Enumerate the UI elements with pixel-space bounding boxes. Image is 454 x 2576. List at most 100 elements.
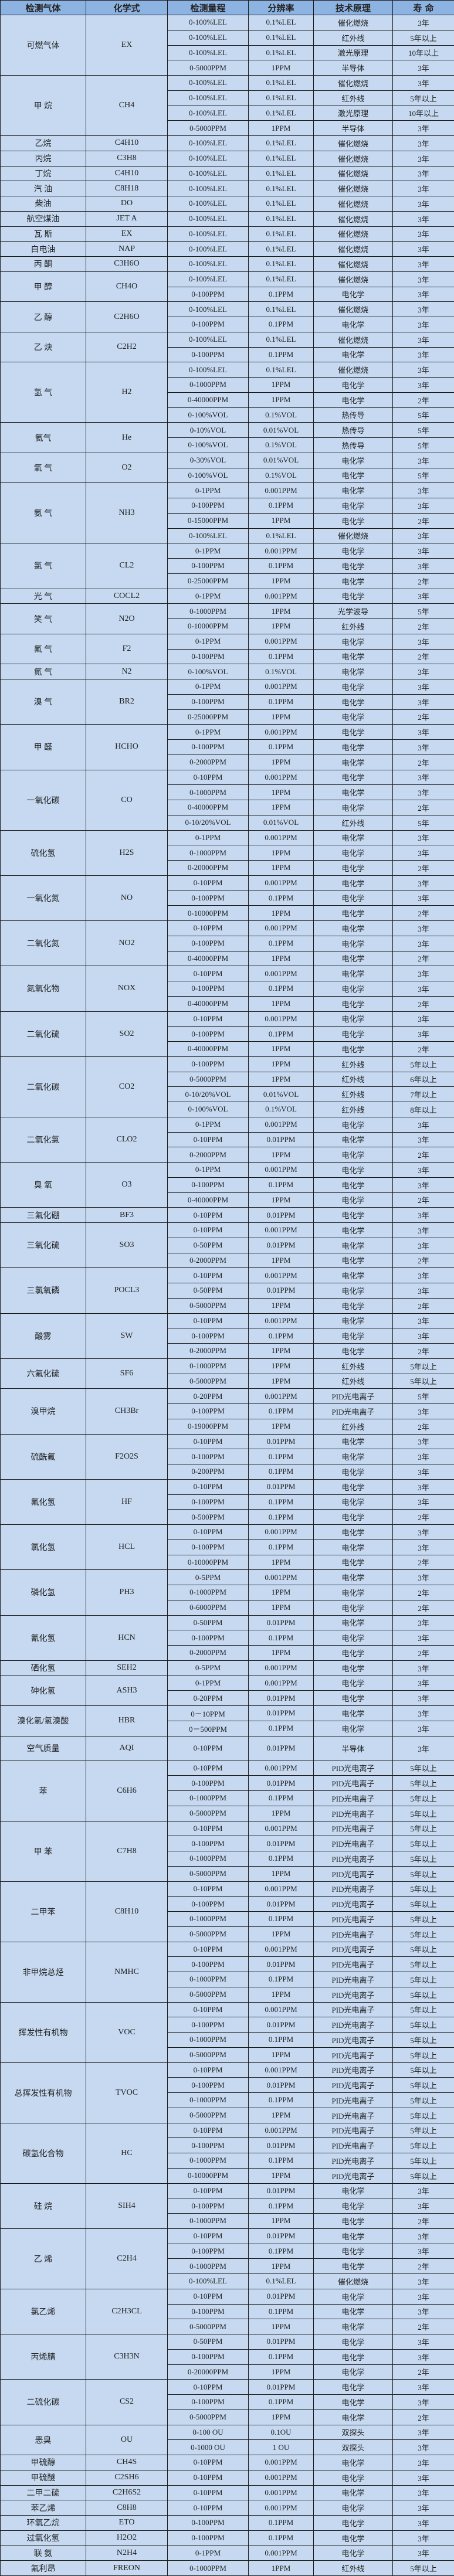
resolution-cell: 0.001PPM [248, 1313, 314, 1329]
formula-cell: N2H4 [86, 2545, 168, 2561]
range-cell: 0-100%LEL [167, 75, 249, 91]
lifespan-cell: 5年以上 [392, 1926, 454, 1942]
resolution-cell: 0.001PPM [248, 2545, 314, 2561]
table-row: 二甲苯 C8H10 0-10PPM 0.001PPM PID光电离子 5年以上 [0, 1881, 454, 1942]
resolution-cell: 0.001PPM [248, 1760, 314, 1776]
technology-cell: 催化燃烧 [313, 75, 393, 91]
range-cell: 0-1000PPM [167, 784, 249, 800]
range-cell: 0-1PPM [167, 830, 249, 846]
table-row: 0-5000PPM 1PPM PID光电离子 5年以上 [1, 2047, 454, 2063]
gas-name-cell: 丁烷 [0, 165, 86, 182]
table-row: 0-5000PPM 1PPM PID光电离子 5年以上 [1, 1805, 454, 1821]
table-row: 0-100PPM 0.1PPM 电化学 3年 [1, 694, 454, 710]
lifespan-cell: 3年 [392, 1433, 454, 1450]
formula-cell: C8H18 [86, 181, 168, 196]
lifespan-cell: 3年 [392, 2379, 454, 2395]
range-cell: 0-100PPM [167, 2077, 249, 2093]
resolution-cell: 0.1PPM [248, 694, 314, 710]
technology-cell: PID光电离子 [313, 1851, 393, 1867]
lifespan-cell: 5年 [392, 814, 454, 831]
table-row: 0-10/20%VOL 0.01%VOL 红外线 7年以上 [1, 1086, 454, 1102]
technology-cell: 电化学 [313, 467, 393, 484]
range-cell: 0-100PPM [167, 286, 249, 303]
technology-cell: 电化学 [313, 2288, 393, 2305]
range-cell: 0-50PPM [167, 2334, 249, 2350]
formula-cell: SIH4 [86, 2183, 168, 2229]
range-cell: 0-100%LEL [167, 45, 249, 61]
technology-cell: 电化学 [313, 2213, 393, 2229]
gas-name-cell: 磷化氢 [0, 1569, 86, 1616]
resolution-cell: 0.01PPM [248, 2334, 314, 2350]
range-cell: 0-5000PPM [167, 2107, 249, 2123]
technology-cell: 电化学 [313, 1011, 393, 1027]
range-cell: 0-5000PPM [167, 120, 249, 136]
resolution-cell: 0.001PPM [248, 482, 314, 498]
technology-cell: 电化学 [313, 543, 393, 559]
header-lifespan: 寿 命 [392, 0, 454, 15]
resolution-cell: 0.001PPM [248, 2455, 314, 2470]
technology-cell: 电化学 [313, 875, 393, 891]
gas-name-cell: 溴 气 [0, 678, 86, 725]
resolution-cell: 0.1PPM [248, 1911, 314, 1927]
table-row: 氟化氢 HF 0-10PPM 0.01PPM 电化学 3年 [0, 1479, 454, 1525]
gas-name-cell: 光 气 [0, 588, 86, 604]
lifespan-cell: 2年 [392, 800, 454, 815]
table-row: 磷化氢 PH3 0-5PPM 0.001PPM 电化学 3年 [0, 1569, 454, 1616]
resolution-cell: 1PPM [248, 1252, 314, 1269]
technology-cell: 电化学 [313, 2198, 393, 2214]
lifespan-cell: 3年 [392, 588, 454, 604]
technology-cell: 电化学 [313, 2515, 393, 2531]
technology-cell: 电化学 [313, 1283, 393, 1299]
table-row: 0-100PPM 0.1PPM 电化学 3年 [1, 935, 454, 951]
formula-cell: NO [86, 875, 168, 922]
technology-cell: 光学波导 [313, 603, 393, 619]
lifespan-cell: 2年 [392, 2213, 454, 2229]
lifespan-cell: 3年 [392, 346, 454, 363]
table-row: 氯化氢 HCL 0-10PPM 0.001PPM 电化学 3年 [0, 1524, 454, 1571]
technology-cell: PID光电离子 [313, 2092, 393, 2108]
range-cell: 0-100%LEL [167, 135, 249, 151]
technology-cell: 电化学 [313, 1177, 393, 1193]
resolution-cell: 0.1PPM [248, 558, 314, 574]
gas-name-cell: 柴油 [0, 196, 86, 212]
technology-cell: 电化学 [313, 830, 393, 846]
range-cell: 0-50PPM [167, 1615, 249, 1631]
table-row: 0-6000PPM 1PPM 电化学 2年 [1, 1599, 454, 1616]
resolution-cell: 0.001PPM [248, 1941, 314, 1958]
table-row: 非甲烷总烃 NMHC 0-10PPM 0.001PPM PID光电离子 5年以上 [0, 1941, 454, 2003]
lifespan-cell: 3年 [392, 724, 454, 740]
technology-cell: PID光电离子 [313, 1790, 393, 1806]
range-cell: 0-10PPM [167, 1524, 249, 1540]
lifespan-cell: 3年 [392, 1328, 454, 1344]
range-cell: 0-100PPM [167, 1836, 249, 1851]
technology-cell: PID光电离子 [313, 1805, 393, 1821]
formula-cell: CH4 [86, 75, 168, 136]
resolution-cell: 0.01%VOL [248, 1086, 314, 1102]
formula-cell: HC [86, 2122, 168, 2184]
lifespan-cell: 3年 [392, 2469, 454, 2486]
formula-cell: CH3Br [86, 1388, 168, 1435]
resolution-cell: 0.1%LEL [248, 256, 314, 272]
table-row: 硒化氢 SEH2 0-5PPM 0.001PPM 电化学 3年 [0, 1660, 454, 1676]
range-cell: 0-100%LEL [167, 196, 249, 212]
table-row: 六氟化硫 SF6 0-1000PPM 1PPM 红外线 5年以上 [0, 1358, 454, 1389]
range-cell: 0-100PPM [167, 1494, 249, 1510]
range-cell: 0-100PPM [167, 317, 249, 332]
lifespan-cell: 3年 [392, 769, 454, 786]
range-cell: 0-40000PPM [167, 995, 249, 1012]
table-row: 砷化氢 ASH3 0-1PPM 0.001PPM 电化学 3年 [0, 1675, 454, 1706]
lifespan-cell: 3年 [392, 1735, 454, 1761]
resolution-cell: 0.1PPM [248, 2349, 314, 2365]
range-cell: 0-100PPM [167, 2198, 249, 2214]
lifespan-cell: 5年以上 [392, 1941, 454, 1958]
range-cell: 0-100PPM [167, 1896, 249, 1912]
resolution-cell: 1PPM [248, 2409, 314, 2425]
technology-cell: PID光电离子 [313, 2153, 393, 2169]
range-cell: 0-100PPM [167, 558, 249, 574]
lifespan-cell: 2年 [392, 1343, 454, 1359]
table-row: 溴甲烷 CH3Br 0-20PPM 0.001PPM PID光电离子 5年 [0, 1388, 454, 1435]
gas-name-cell: 氨 气 [0, 482, 86, 544]
technology-cell: PID光电离子 [313, 2047, 393, 2063]
technology-cell: 催化燃烧 [313, 528, 393, 544]
resolution-cell: 0.1PPM [248, 286, 314, 303]
